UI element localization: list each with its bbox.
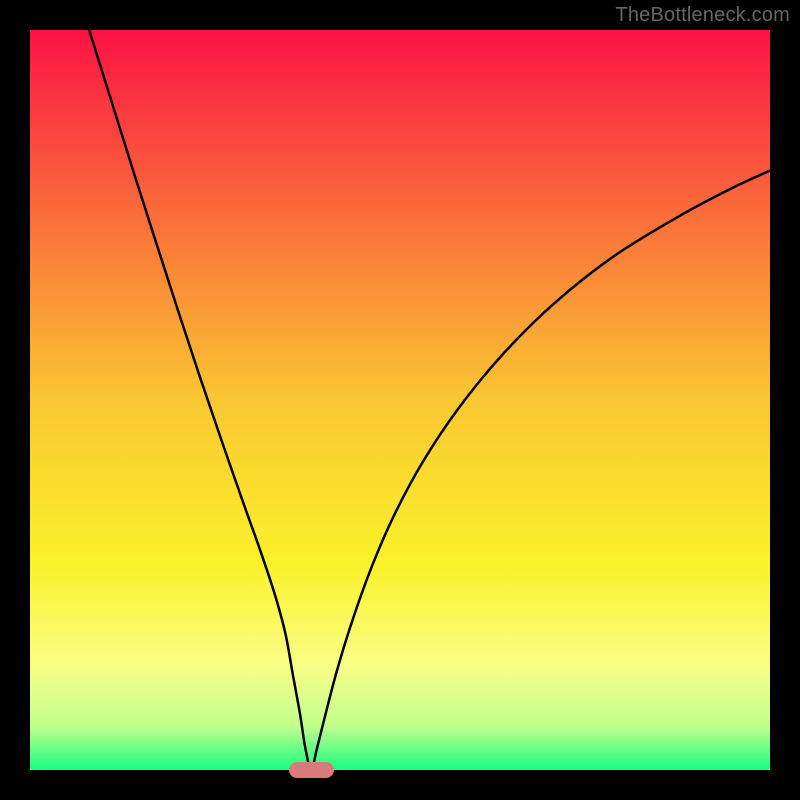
watermark-text: TheBottleneck.com [615,4,790,27]
chart-container: TheBottleneck.com [0,0,800,800]
bottleneck-curve [30,30,770,770]
plot-area [30,30,770,770]
curve-path [89,30,770,769]
optimum-marker [289,762,334,778]
